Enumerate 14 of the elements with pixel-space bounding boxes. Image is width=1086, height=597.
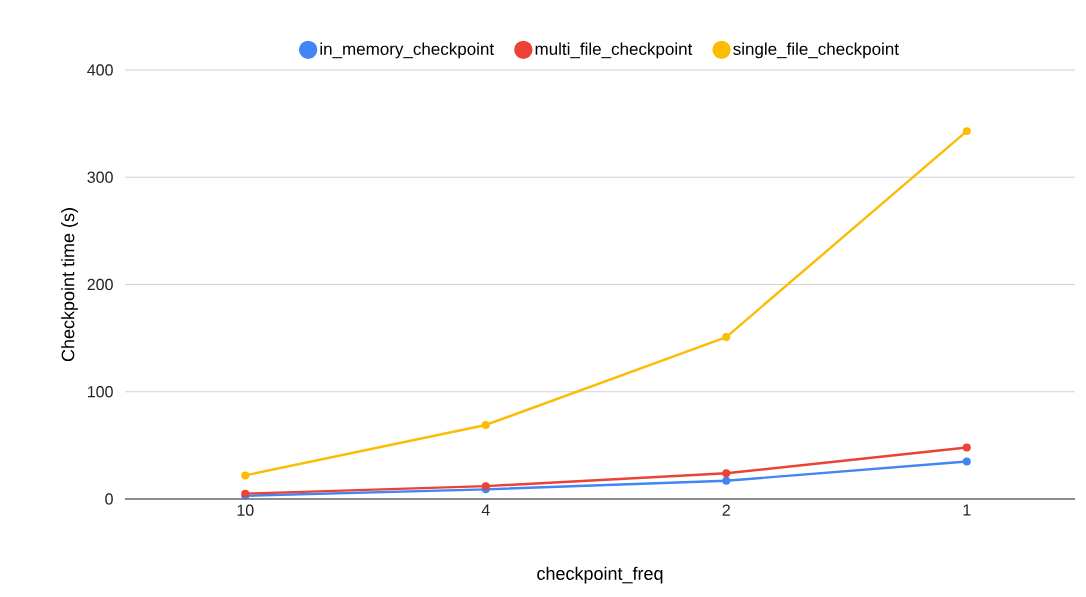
y-tick-label: 200 (87, 278, 113, 291)
x-tick-label: 2 (722, 504, 730, 516)
legend-label: multi_file_checkpoint (535, 42, 693, 59)
x-axis-title: checkpoint_freq (537, 566, 663, 584)
x-tick-label: 4 (481, 504, 490, 516)
y-tick-label: 300 (87, 171, 113, 183)
legend-label: single_file_checkpoint (733, 42, 899, 59)
y-tick-label: 400 (87, 64, 113, 76)
legend-label: in_memory_checkpoint (320, 42, 494, 59)
x-tick-label: 10 (237, 504, 254, 516)
x-tick-label: 1 (963, 504, 971, 516)
y-axis-title: Checkpoint time (s) (61, 208, 78, 362)
y-tick-label: 100 (88, 386, 113, 398)
y-tick-label: 0 (105, 493, 113, 505)
